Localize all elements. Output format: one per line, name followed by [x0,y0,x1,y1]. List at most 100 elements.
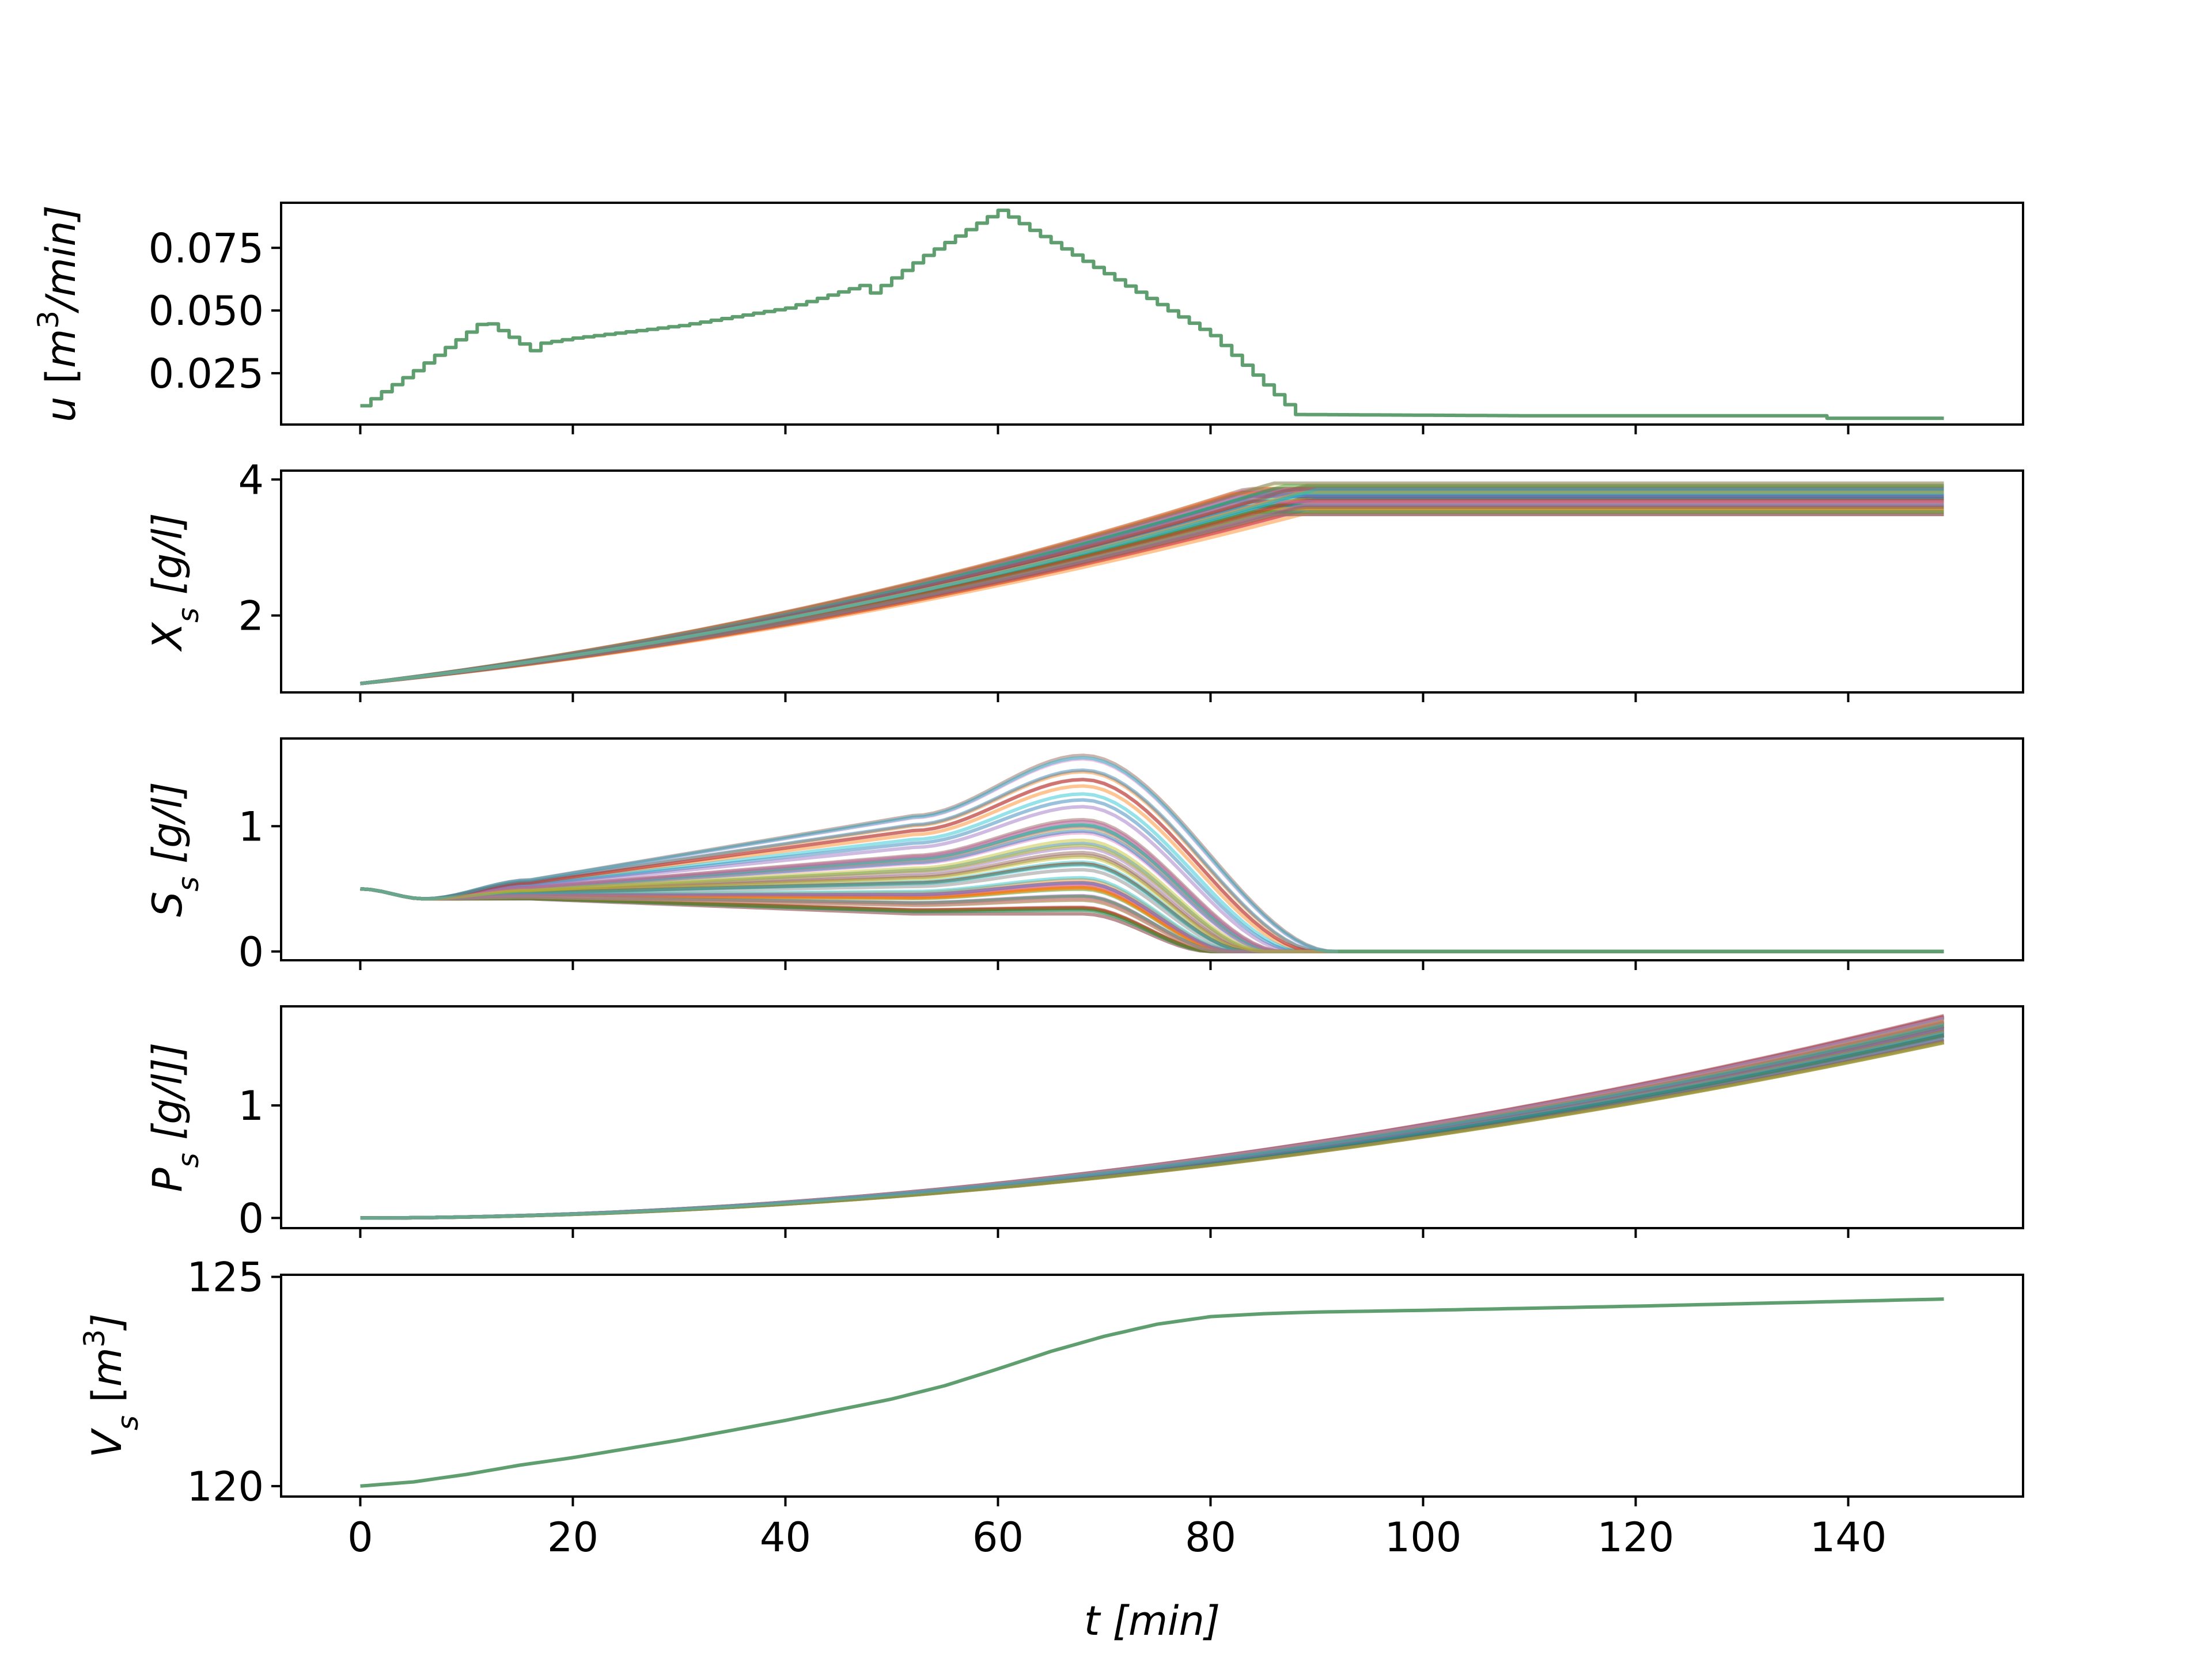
ensemble-line-P-53 [360,1024,1945,1220]
ensemble-line-P-1 [360,1021,1945,1220]
y-tick-label-u-1: 0.050 [149,287,264,335]
ensemble-line-X-27 [360,501,1944,685]
ensemble-line-P-18 [360,1022,1945,1220]
ensemble-line-P-49 [360,1016,1945,1220]
ensemble-line-X-35 [360,495,1944,685]
ensemble-line-X-48 [360,507,1944,685]
subplot-stack: 0.025 0.050 0.075 u [m3/min] 2 4 Xs [g/l] 0 1 Ss … [32,202,2024,1561]
y-tick-label-X-0: 2 [238,593,264,640]
ensemble-line-X-43 [360,513,1944,685]
series-group-u [360,209,1944,421]
x-tick-label-6: 120 [1597,1514,1675,1561]
ensemble-line-X-11 [360,490,1944,685]
ensemble-line-X-45 [360,487,1944,685]
ensemble-line-X-3 [360,507,1944,685]
y-tick-label-P-1: 1 [238,1082,264,1130]
ensemble-line-P-5 [360,1027,1945,1220]
ensemble-line-X-22 [360,496,1944,685]
ensemble-line-P-50 [360,1033,1945,1220]
ensemble-line-P-23 [360,1029,1945,1220]
series-group-V [360,1297,1944,1488]
ensemble-line-X-4 [360,490,1944,685]
ensemble-line-X-12 [360,504,1944,685]
ensemble-line-P-29 [360,1030,1945,1220]
ensemble-line-X-10 [360,509,1944,685]
ensemble-line-P-8 [360,1022,1945,1220]
ensemble-line-P-21 [360,1032,1945,1220]
ensemble-line-P-43 [360,1014,1945,1220]
ensemble-line-X-34 [360,487,1944,685]
ensemble-line-P-58 [360,1041,1945,1220]
ensemble-line-X-9 [360,485,1944,685]
ensemble-line-X-7 [360,494,1944,685]
y-axis-label-S: Ss [g/l] [144,782,205,917]
ensemble-line-X-13 [360,483,1944,685]
ensemble-line-X-5 [360,489,1944,685]
ensemble-line-X-54 [360,503,1944,685]
axes-frame-V [280,1274,2024,1498]
ensemble-line-X-59 [360,487,1944,685]
ensemble-line-X-18 [360,482,1944,685]
ensemble-line-X-50 [360,495,1944,685]
axes-frame-P [280,1005,2024,1229]
ensemble-line-X-42 [360,484,1944,685]
ensemble-line-P-44 [360,1021,1945,1220]
ensemble-line-X-52 [360,510,1944,685]
ensemble-line-X-46 [360,504,1944,685]
ensemble-line-X-1 [360,493,1944,685]
ensemble-line-P-9 [360,1022,1945,1220]
ensemble-line-P-17 [360,1031,1945,1220]
ensemble-line-P-34 [360,1031,1945,1220]
ensemble-line-P-12 [360,1020,1945,1220]
ensemble-line-P-19 [360,1024,1945,1220]
ensemble-line-X-40 [360,497,1944,685]
ensemble-line-P-11 [360,1037,1945,1220]
ensemble-line-P-14 [360,1038,1945,1220]
x-axis-label: t [min] [1084,1597,1220,1645]
y-tick-label-u-0: 0.025 [149,350,264,397]
ensemble-line-X-30 [360,505,1944,685]
ensemble-line-X-28 [360,499,1944,685]
subplot-S: 0 1 Ss [g/l] [144,737,2024,976]
ensemble-line-P-6 [360,1021,1945,1220]
ensemble-line-P-25 [360,1033,1945,1220]
x-tick-label-5: 100 [1385,1514,1462,1561]
ensemble-line-P-52 [360,1025,1945,1220]
ensemble-line-P-20 [360,1025,1945,1220]
ensemble-line-P-32 [360,1040,1945,1220]
ensemble-line-X-21 [360,487,1944,685]
ensemble-line-X-26 [360,490,1944,685]
ensemble-line-X-6 [360,487,1944,685]
ensemble-line-P-0 [360,1035,1945,1220]
series-group-S [360,753,1944,953]
y-axis-label-P: Ps [g/l]] [144,1043,205,1192]
subplot-u: 0.025 0.050 0.075 u [m3/min] [32,202,2024,434]
ensemble-line-X-58 [360,490,1944,685]
ensemble-line-P-4 [360,1033,1945,1220]
ensemble-line-P-22 [360,1029,1945,1220]
ensemble-line-X-23 [360,490,1944,685]
ensemble-line-P-15 [360,1028,1945,1220]
ensemble-line-X-19 [360,488,1944,685]
y-tick-label-S-1: 1 [238,803,264,850]
ensemble-line-P-10 [360,1034,1945,1220]
x-tick-label-1: 20 [547,1514,599,1561]
ensemble-line-P-3 [360,1018,1945,1220]
series-line-u-0 [360,209,1944,421]
y-axis-label-X: Xs [g/l] [144,513,205,652]
ensemble-line-X-15 [360,487,1944,685]
ensemble-line-P-24 [360,1025,1945,1220]
ensemble-line-P-36 [360,1014,1945,1220]
ensemble-line-X-17 [360,501,1944,685]
ensemble-line-P-59 [360,1023,1945,1220]
ensemble-line-P-28 [360,1024,1945,1220]
ensemble-line-P-37 [360,1040,1945,1220]
ensemble-line-P-33 [360,1030,1945,1220]
axes-frame-S [280,737,2024,961]
ensemble-line-X-39 [360,491,1944,685]
ensemble-line-X-0 [360,492,1944,685]
subplot-V: 120 125 0 20 40 60 80 100 120 140 Vs [m3] [78,1254,2024,1561]
ensemble-line-P-56 [360,1016,1945,1220]
